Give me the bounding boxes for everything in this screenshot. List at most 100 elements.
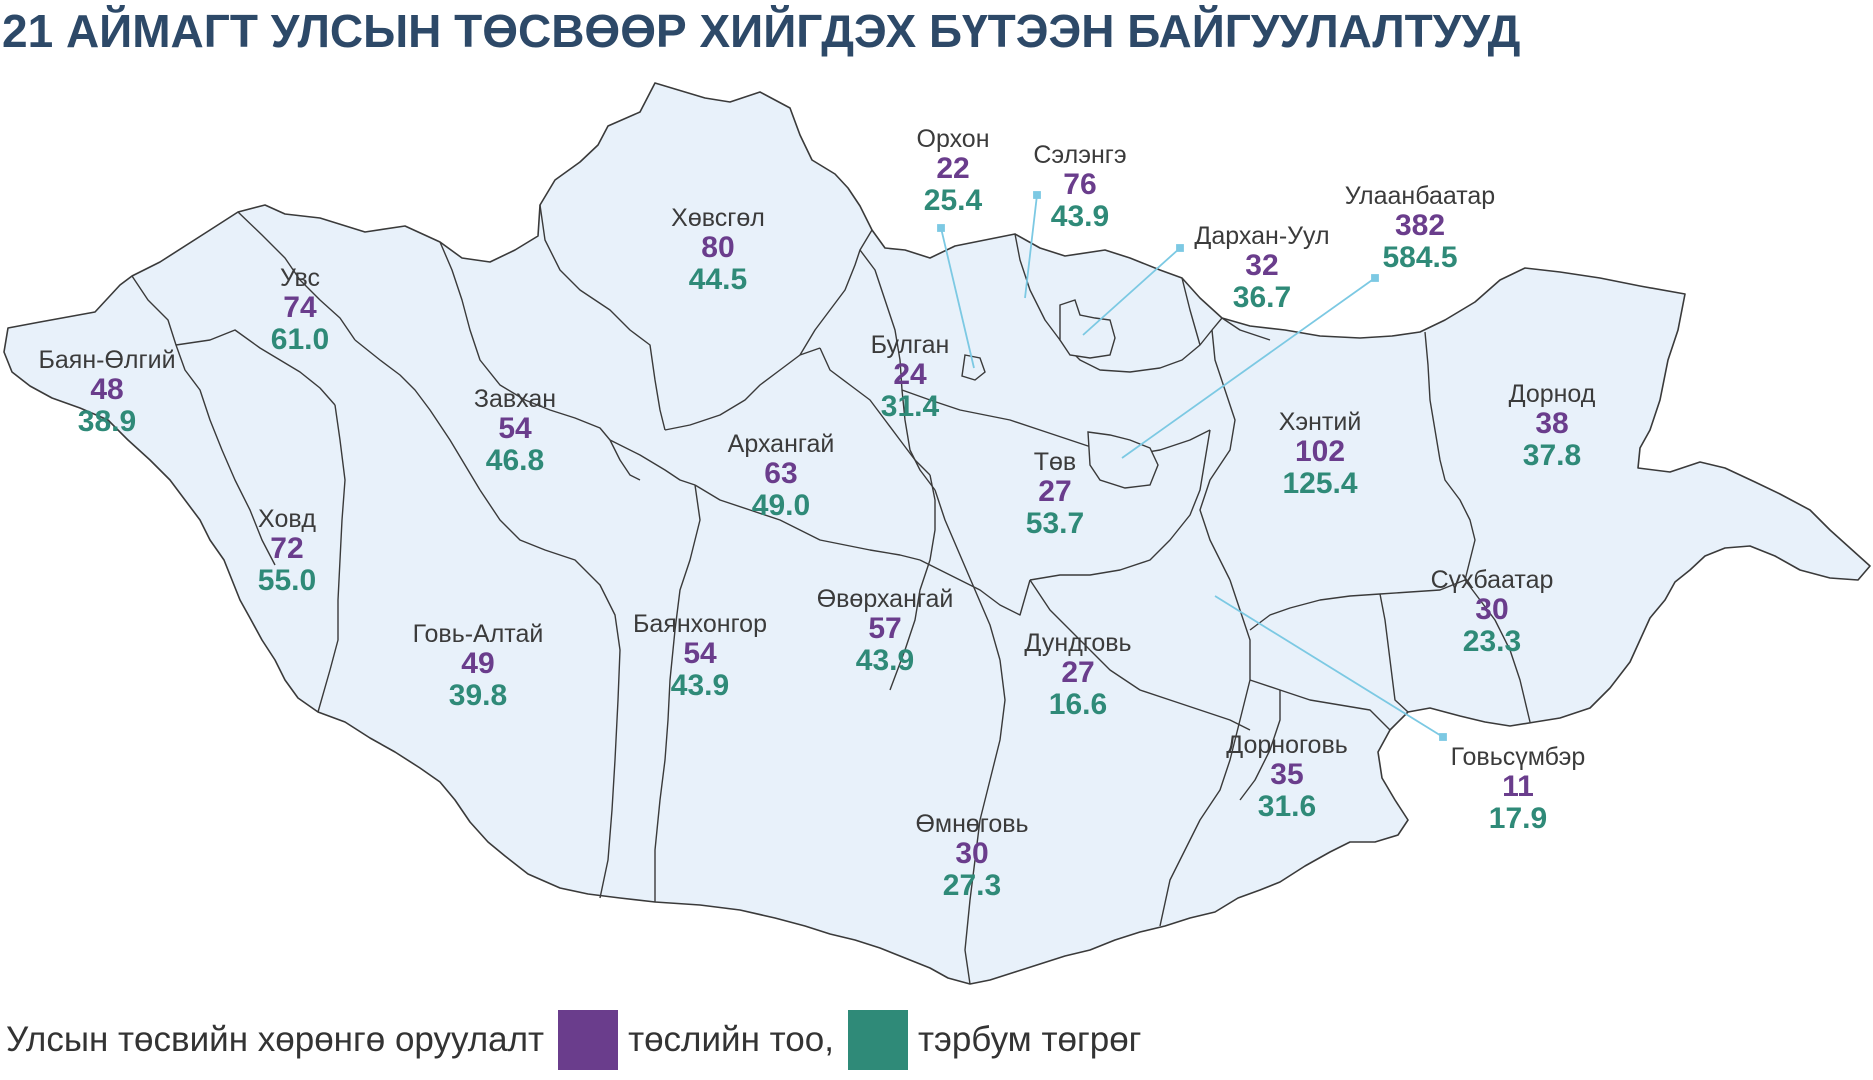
region-ovorkhangai: Өвөрхангай 57 43.9 (817, 587, 954, 676)
aimag-borders (131, 204, 1531, 985)
region-govisumber: Говьсүмбэр 11 17.9 (1451, 745, 1586, 834)
region-omnogovi: Өмнөговь 30 27.3 (915, 812, 1028, 901)
project-count: 27 (1038, 475, 1072, 508)
region-name: Дундговь (1024, 629, 1132, 657)
project-count: 32 (1245, 249, 1279, 282)
legend-label: Улсын төсвийн хөрөнгө оруулалт (6, 1020, 545, 1059)
region-name: Сүхбаатар (1430, 566, 1554, 594)
region-name: Ховд (258, 505, 316, 533)
map-title: 21 АЙМАГТ УЛСЫН ТӨСВӨӨР ХИЙГДЭХ БҮТЭЭН Б… (2, 5, 1521, 57)
budget-amount: 39.8 (448, 679, 508, 712)
budget-amount: 31.4 (880, 390, 940, 423)
region-name: Орхон (916, 125, 990, 153)
region-name: Дорноговь (1226, 731, 1348, 759)
project-count: 48 (90, 373, 124, 406)
budget-amount: 17.9 (1488, 802, 1548, 835)
budget-amount: 27.3 (942, 869, 1002, 902)
project-count: 80 (701, 231, 735, 264)
budget-amount: 37.8 (1522, 439, 1582, 472)
project-count: 76 (1063, 168, 1097, 201)
region-ulaanbaatar: Улаанбаатар 382 584.5 (1345, 184, 1495, 273)
project-count: 24 (893, 358, 927, 391)
region-orkhon: Орхон 22 25.4 (917, 127, 990, 216)
region-name: Баян-Өлгий (38, 346, 176, 374)
project-count: 74 (283, 291, 317, 324)
budget-amount: 584.5 (1382, 241, 1458, 274)
legend: Улсын төсвийн хөрөнгө оруулалт төслийн т… (6, 1010, 1141, 1070)
region-uvs: Увс 74 61.0 (271, 266, 329, 355)
budget-amount: 16.6 (1048, 688, 1108, 721)
legend-count-swatch (558, 1010, 619, 1070)
project-count: 54 (498, 412, 532, 445)
region-tov: Төв 27 53.7 (1026, 450, 1084, 539)
budget-amount: 49.0 (751, 489, 811, 522)
budget-amount: 38.9 (77, 405, 137, 438)
project-count: 27 (1061, 656, 1095, 689)
region-name: Сэлэнгэ (1033, 141, 1127, 169)
budget-amount: 25.4 (923, 184, 983, 217)
region-name: Архангай (727, 430, 835, 458)
budget-amount: 53.7 (1025, 507, 1085, 540)
project-count: 30 (955, 837, 989, 870)
leader-lines (937, 191, 1447, 741)
region-name: Дорнод (1508, 380, 1596, 408)
region-khovsgol: Хөвсгөл 80 44.5 (671, 206, 765, 295)
region-name: Хэнтий (1278, 408, 1362, 436)
budget-amount: 125.4 (1282, 467, 1358, 500)
region-selenge: Сэлэнгэ 76 43.9 (1033, 143, 1126, 232)
region-bayan-olgii: Баян-Өлгий 48 38.9 (38, 348, 175, 437)
region-name: Завхан (473, 385, 557, 413)
region-darkhan-uul: Дархан-Уул 32 36.7 (1194, 224, 1329, 313)
region-khentii: Хэнтий 102 125.4 (1279, 410, 1362, 499)
region-govi-altai: Говь-Алтай 49 39.8 (413, 622, 544, 711)
budget-amount: 43.9 (670, 669, 730, 702)
budget-amount: 36.7 (1232, 281, 1292, 314)
region-name: Өмнөговь (915, 810, 1029, 838)
region-dornogovi: Дорноговь 35 31.6 (1226, 733, 1348, 822)
country-outline (3, 82, 1871, 985)
project-count: 38 (1535, 407, 1569, 440)
region-bulgan: Булган 24 31.4 (871, 333, 950, 422)
budget-amount: 31.6 (1257, 790, 1317, 823)
darkhan-enclave (1059, 299, 1116, 359)
region-name: Булган (870, 331, 950, 359)
project-count: 57 (868, 612, 902, 645)
project-count: 382 (1394, 209, 1446, 242)
legend-amount-swatch (847, 1010, 908, 1070)
project-count: 22 (936, 152, 970, 185)
project-count: 49 (461, 647, 495, 680)
region-bayankhongor: Баянхонгор 54 43.9 (633, 612, 767, 701)
region-zavkhan: Завхан 54 46.8 (474, 387, 556, 476)
region-name: Дархан-Уул (1194, 222, 1330, 250)
project-count: 63 (764, 457, 798, 490)
region-name: Увс (280, 264, 320, 292)
project-count: 72 (270, 532, 304, 565)
budget-amount: 43.9 (1050, 200, 1110, 233)
project-count: 102 (1294, 435, 1346, 468)
budget-amount: 55.0 (257, 564, 317, 597)
region-khovd: Ховд 72 55.0 (258, 507, 316, 596)
budget-amount: 44.5 (688, 263, 748, 296)
budget-amount: 46.8 (485, 444, 545, 477)
legend-amount-label: тэрбум төгрөг (917, 1020, 1142, 1059)
region-name: Говь-Алтай (412, 620, 544, 648)
budget-amount: 43.9 (855, 644, 915, 677)
region-name: Говьсүмбэр (1450, 743, 1586, 771)
region-name: Баянхонгор (633, 610, 767, 638)
project-count: 35 (1270, 758, 1304, 791)
ulaanbaatar-enclave (1087, 431, 1159, 489)
region-name: Өвөрхангай (816, 585, 954, 613)
region-dundgovi: Дундговь 27 16.6 (1024, 631, 1131, 720)
region-name: Хөвсгөл (671, 204, 765, 232)
budget-amount: 61.0 (270, 323, 330, 356)
region-arkhangai: Архангай 63 49.0 (728, 432, 835, 521)
project-count: 54 (683, 637, 717, 670)
region-sukhbaatar: Сүхбаатар 30 23.3 (1431, 568, 1554, 657)
region-name: Төв (1033, 448, 1077, 476)
legend-count-label: төслийн тоо, (628, 1020, 834, 1059)
region-name: Улаанбаатар (1344, 182, 1496, 210)
budget-amount: 23.3 (1462, 625, 1522, 658)
project-count: 11 (1502, 770, 1534, 803)
project-count: 30 (1475, 593, 1509, 626)
